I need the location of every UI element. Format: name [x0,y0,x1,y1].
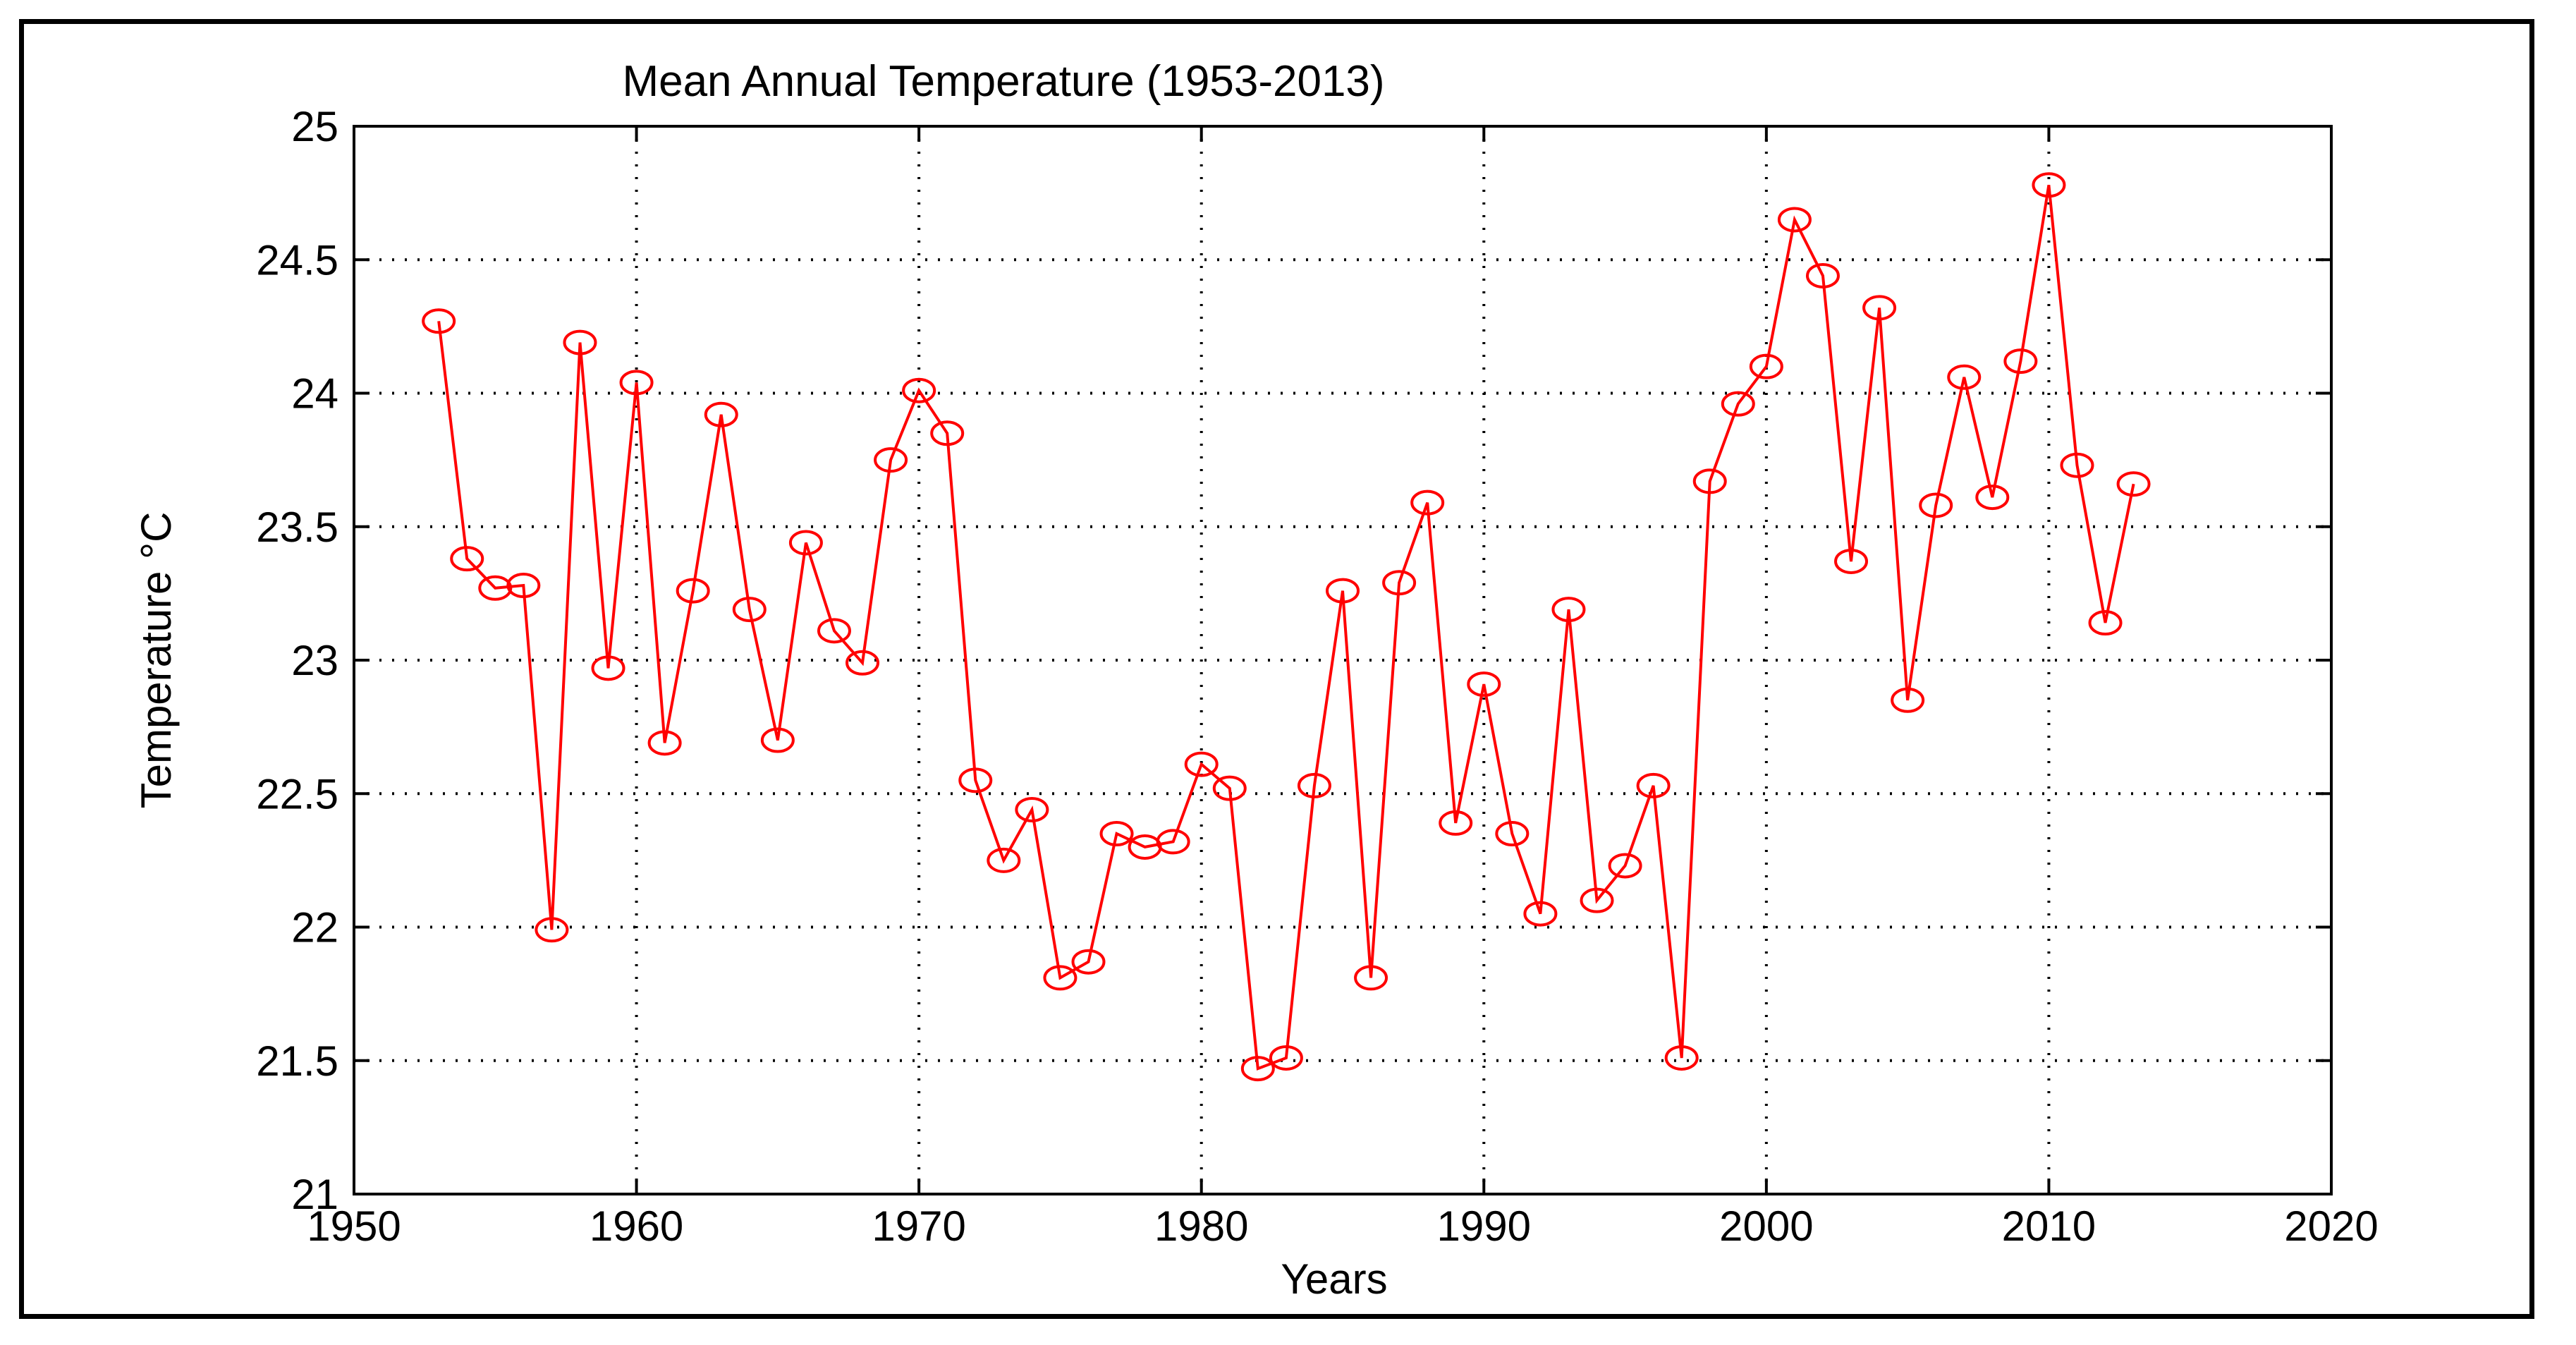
x-axis-tick-labels: 1950 1960 1970 1980 1990 2000 2010 2020 [307,1203,2378,1250]
data-point-1985 [1326,578,1360,604]
data-point-1992 [1523,901,1558,927]
y-tick-label: 23.5 [256,504,338,551]
y-tick-label: 25 [291,103,338,150]
data-point-1987 [1382,570,1417,596]
grid [354,126,2331,1194]
data-point-2006 [1919,492,1953,518]
series-line [437,184,2135,1071]
data-point-1961 [647,730,682,756]
y-axis-tick-labels: 21 21.5 22 22.5 23 23.5 24 24.5 25 [256,103,338,1218]
data-point-1958 [563,329,597,355]
data-point-1997 [1664,1045,1699,1071]
y-tick-label: 24 [291,370,338,418]
figure-frame: Mean Annual Temperature (1953-2013) 21 21… [19,19,2534,1319]
data-point-1973 [987,847,1021,873]
y-tick-label: 23 [291,637,338,684]
data-point-2009 [2003,348,2038,375]
data-point-1984 [1297,772,1331,798]
x-tick-label: 2000 [1719,1203,1813,1250]
data-point-2003 [1834,548,1869,574]
data-point-1959 [591,655,625,681]
data-point-1989 [1439,810,1473,836]
x-tick-label: 1980 [1154,1203,1248,1250]
data-point-1988 [1410,489,1445,516]
data-point-1969 [874,447,908,473]
data-point-1993 [1551,597,1586,623]
x-tick-label: 1960 [590,1203,683,1250]
data-point-2010 [2032,172,2066,198]
y-tick-label: 22 [291,904,338,951]
y-axis-label: Temperature °C [133,512,180,809]
data-point-1974 [1015,796,1049,822]
x-tick-label: 1970 [872,1203,965,1250]
data-point-1996 [1636,772,1671,798]
data-point-1982 [1240,1056,1275,1082]
data-point-1986 [1354,965,1388,991]
data-point-1965 [760,727,795,753]
data-point-1979 [1156,829,1190,855]
data-point-1990 [1467,671,1501,698]
data-point-1970 [902,377,936,403]
x-tick-label: 1950 [307,1203,401,1250]
data-point-1968 [846,650,880,676]
x-tick-label: 2010 [2002,1203,2096,1250]
data-point-1981 [1212,775,1247,801]
data-point-2001 [1777,207,1812,233]
data-point-1999 [1721,391,1755,417]
data-point-1994 [1580,887,1614,913]
line-chart: Mean Annual Temperature (1953-2013) 2121… [133,57,2379,1303]
y-tick-label: 22.5 [256,770,338,817]
x-axis-label: Years [1281,1255,1387,1303]
data-point-1971 [930,420,965,446]
data-point-2007 [1947,364,1982,390]
data-point-2008 [1975,485,2010,511]
data-point-2000 [1749,353,1783,379]
data-point-1980 [1184,751,1219,777]
data-point-1954 [450,546,484,572]
data-point-1963 [704,401,738,427]
data-point-2005 [1891,687,1925,713]
data-point-1995 [1608,853,1642,879]
data-point-1964 [732,597,767,623]
y-tick-label: 21 [291,1171,338,1218]
data-point-1955 [478,575,513,601]
data-point-1967 [817,618,851,644]
data-point-1991 [1495,821,1530,847]
data-point-1972 [958,767,993,793]
data-point-1998 [1692,468,1727,494]
axis-ticks [353,125,2333,1195]
data-point-1957 [535,917,569,943]
data-point-1977 [1099,821,1134,847]
data-point-1983 [1269,1045,1303,1071]
plot-area [353,125,2333,1195]
y-tick-label: 21.5 [256,1037,338,1085]
data-point-1976 [1071,949,1106,975]
data-point-2002 [1805,262,1840,288]
data-point-1960 [619,370,654,396]
series-temperature [422,172,2151,1082]
x-tick-label: 1990 [1437,1203,1531,1250]
data-point-2012 [2088,610,2123,636]
data-point-1953 [422,308,456,334]
data-point-2004 [1862,295,1897,321]
data-point-2011 [2060,452,2094,478]
data-point-2013 [2116,471,2151,497]
chart-title: Mean Annual Temperature (1953-2013) [622,57,1384,106]
data-point-1966 [788,530,823,556]
data-point-1956 [506,573,541,599]
y-tick-label: 24.5 [256,236,338,284]
data-point-1975 [1043,965,1078,991]
x-tick-label: 2020 [2284,1203,2378,1250]
data-point-1962 [676,578,710,604]
